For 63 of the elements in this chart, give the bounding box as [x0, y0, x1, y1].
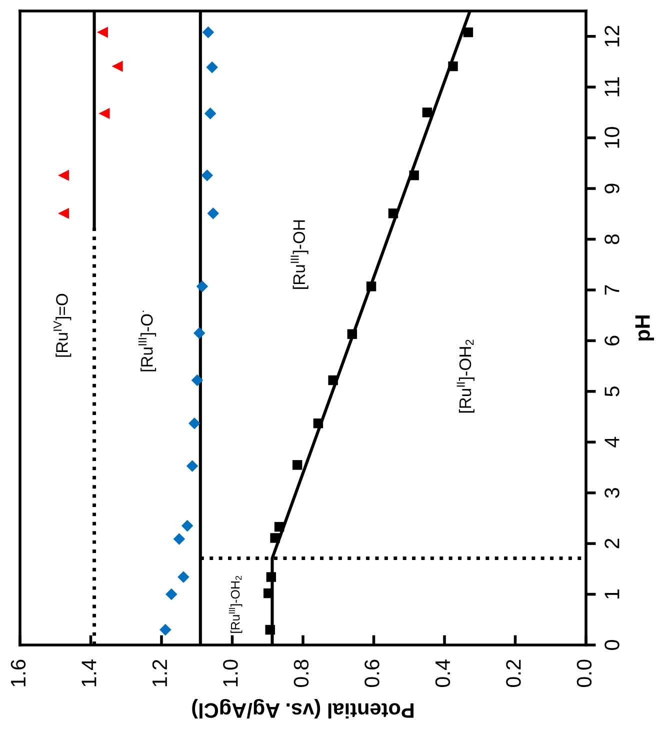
annotation: [Ru$^{III}$]-OH$_{2}$	[228, 576, 242, 633]
point	[58, 170, 70, 181]
y-tick-label: 5	[604, 386, 620, 396]
annotation: [Ru$^{III}$]-O$^{·}$	[138, 310, 156, 372]
point	[448, 61, 458, 72]
point	[206, 61, 218, 74]
point	[58, 208, 70, 219]
y-tick-label: 7	[604, 285, 620, 295]
x-tick-label: 1.0	[223, 660, 238, 686]
point	[366, 282, 376, 292]
point	[388, 208, 398, 218]
x-tick-label: 0.2	[506, 660, 521, 688]
point	[313, 418, 324, 428]
y-tick-label: 12	[604, 26, 620, 46]
point	[201, 169, 214, 182]
point	[160, 624, 172, 636]
annotation: [Ru$^{IV}$]=O	[54, 294, 72, 357]
x-tick-label: 0.8	[294, 660, 309, 688]
x-tick-label: 1.2	[152, 660, 167, 686]
y-tick-label: 4	[604, 436, 620, 448]
y-tick-label: 1	[604, 590, 620, 598]
point	[166, 588, 178, 600]
x-tick-label: 0.6	[364, 660, 380, 688]
y-tick-label: 3	[604, 488, 620, 498]
x-tick-label: 1.4	[82, 659, 96, 686]
point	[266, 572, 276, 582]
point	[186, 460, 198, 472]
point	[204, 108, 216, 120]
y-tick-label: 9	[604, 184, 620, 194]
point	[463, 27, 474, 38]
point	[193, 327, 206, 339]
y-tick-label: 8	[604, 234, 620, 244]
point	[265, 624, 275, 635]
y-tick-label: 10	[604, 127, 620, 148]
y-tick-label: 0	[604, 640, 620, 650]
annotation: [Ru$^{II}$]-OH$_{2}$	[456, 340, 474, 413]
x-axis-title: Potential (vs. Ag/AgCl)	[192, 698, 414, 718]
point	[178, 571, 190, 583]
point	[191, 374, 204, 386]
point	[409, 170, 419, 180]
point	[328, 375, 338, 386]
y-axis-title: pH	[635, 316, 654, 341]
x-tick-label: 0.0	[576, 660, 592, 688]
annotation: [Ru$^{III}$]-OH	[290, 220, 308, 289]
point	[96, 26, 108, 38]
point	[347, 329, 358, 339]
point	[112, 60, 123, 72]
x-tick-label: 1.6	[10, 660, 26, 686]
point	[274, 522, 284, 532]
point	[292, 460, 302, 470]
point	[270, 533, 280, 543]
y-tick-label: 2	[604, 538, 620, 548]
point	[202, 26, 214, 38]
point	[181, 520, 194, 532]
point	[188, 417, 200, 430]
y-tick-label: 6	[604, 336, 620, 346]
point	[196, 280, 208, 292]
point	[98, 108, 110, 120]
point	[173, 533, 186, 545]
x-tick-label: 0.4	[435, 659, 450, 688]
point	[207, 207, 220, 220]
y-tick-label: 11	[604, 77, 620, 96]
point	[422, 108, 432, 118]
